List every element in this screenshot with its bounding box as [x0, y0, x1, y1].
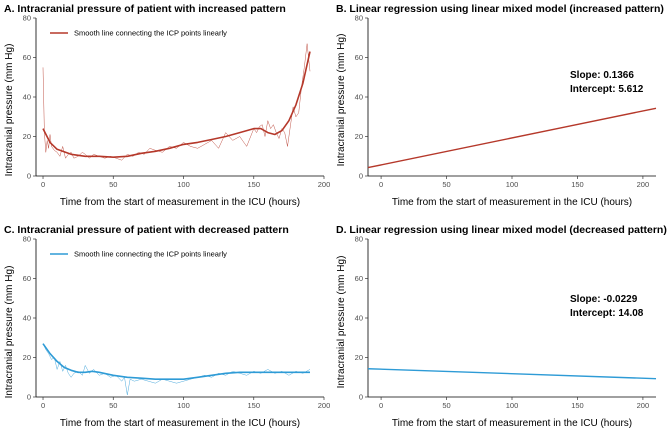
panel-a-y-tick-label: 20 [23, 132, 31, 141]
panel-b-y-tick-label: 20 [355, 132, 363, 141]
panel-c-x-tick-label: 50 [109, 401, 117, 410]
panel-d-x-tick-label: 200 [637, 401, 650, 410]
panel-a-plot-area: 0 20 40 60 80 0 50 100 150 200 Smooth line connect… [23, 14, 331, 189]
panel-c-y-tick-label: 80 [23, 235, 31, 244]
panel-c-y-tick-label: 60 [23, 274, 31, 283]
panel-b-x-axis-label: Time from the start of measurement in th… [392, 197, 632, 208]
panel-b-y-tick-label: 80 [355, 14, 363, 23]
panel-c-raw-icp-line [42, 343, 311, 396]
panel-b-title: B. Linear regression using linear mixed … [336, 3, 664, 15]
panel-b-x-tick-label: 200 [637, 180, 650, 189]
panel-a-raw-icp-line [42, 43, 311, 161]
panel-d-x-tick-label: 150 [571, 401, 584, 410]
panel-b-x-tick-label: 50 [442, 180, 450, 189]
panel-a-y-tick-label: 80 [23, 14, 31, 23]
panel-b-y-tick-label: 40 [355, 93, 363, 102]
panel-b-slope-annotation: Slope: 0.1366 [570, 70, 634, 81]
panel-b-x-tick-label: 0 [379, 180, 383, 189]
panel-c-y-tick-label: 20 [23, 353, 31, 362]
panel-c-x-tick-label: 100 [177, 401, 190, 410]
panel-c-x-tick-label: 200 [318, 401, 331, 410]
panel-a-legend-label: Smooth line connecting the ICP points li… [74, 29, 227, 38]
panel-d-x-tick-label: 0 [379, 401, 383, 410]
panel-b-x-tick-label: 150 [571, 180, 584, 189]
panel-d-y-tick-label: 80 [355, 235, 363, 244]
panel-c-x-tick-label: 150 [247, 401, 260, 410]
panel-d-intercept-annotation: Intercept: 14.08 [570, 308, 644, 319]
panel-a-x-tick-label: 0 [41, 180, 45, 189]
panel-b-y-tick-label: 0 [359, 172, 363, 181]
panel-d-y-tick-label: 60 [355, 274, 363, 283]
panel-c: C. Intracranial pressure of patient with… [4, 224, 330, 429]
panel-d-y-tick-label: 40 [355, 314, 363, 323]
panel-a-y-tick-label: 0 [27, 172, 31, 181]
panel-a-x-axis-label: Time from the start of measurement in th… [60, 197, 300, 208]
panel-c-x-tick-label: 0 [41, 401, 45, 410]
panel-a-smooth-line [42, 51, 311, 158]
panel-a-x-tick-label: 50 [109, 180, 117, 189]
panel-b-y-tick-label: 60 [355, 53, 363, 62]
panel-b-y-axis-label: Intracranial pressure (mm Hg) [336, 34, 347, 167]
panel-c-x-axis-label: Time from the start of measurement in th… [60, 418, 300, 429]
panel-a-x-tick-label: 150 [247, 180, 260, 189]
panel-b-intercept-annotation: Intercept: 5.612 [570, 84, 644, 95]
panel-d-x-tick-label: 100 [506, 401, 519, 410]
panel-a-y-tick-label: 60 [23, 53, 31, 62]
panel-d: D. Linear regression using linear mixed … [336, 224, 667, 429]
panel-b: B. Linear regression using linear mixed … [336, 3, 664, 208]
panel-d-title: D. Linear regression using linear mixed … [336, 224, 667, 236]
panel-d-y-tick-label: 20 [355, 353, 363, 362]
panel-d-regression-line [367, 368, 657, 380]
panel-d-y-tick-label: 0 [359, 393, 363, 402]
panel-c-plot-area: 0 20 40 60 80 0 50 100 150 200 Smooth line connect… [23, 235, 331, 410]
panel-c-y-tick-label: 40 [23, 314, 31, 323]
panel-b-plot-area: 0 20 40 60 80 0 50 100 150 200 [355, 14, 657, 189]
panel-c-y-tick-label: 0 [27, 393, 31, 402]
panel-a-y-axis-label: Intracranial pressure (mm Hg) [4, 44, 15, 177]
panel-b-x-tick-label: 100 [506, 180, 519, 189]
panel-b-regression-line [367, 107, 657, 169]
panel-a-y-tick-label: 40 [23, 93, 31, 102]
panel-d-y-axis-label: Intracranial pressure (mm Hg) [336, 256, 347, 389]
panel-d-x-axis-label: Time from the start of measurement in th… [392, 418, 632, 429]
panel-d-plot-area: 0 20 40 60 80 0 50 100 150 200 [355, 235, 657, 410]
panel-c-title: C. Intracranial pressure of patient with… [4, 224, 289, 236]
panel-a: A. Intracranial pressure of patient with… [4, 3, 330, 208]
panel-c-smooth-line [42, 343, 310, 381]
panel-a-title: A. Intracranial pressure of patient with… [4, 3, 286, 15]
panel-d-slope-annotation: Slope: -0.0229 [570, 294, 638, 305]
panel-a-x-tick-label: 200 [318, 180, 331, 189]
panel-c-y-axis-label: Intracranial pressure (mm Hg) [4, 266, 15, 399]
panel-a-x-tick-label: 100 [177, 180, 190, 189]
panel-d-x-tick-label: 50 [442, 401, 450, 410]
panel-c-legend-label: Smooth line connecting the ICP points li… [74, 250, 227, 259]
